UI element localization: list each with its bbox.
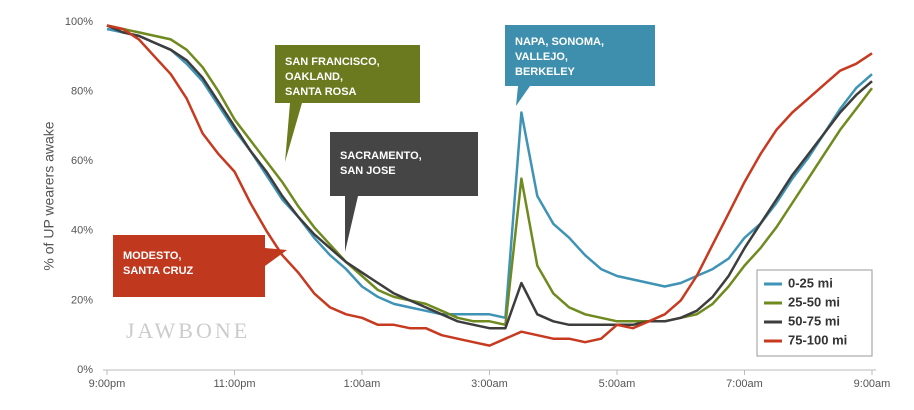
watermark: JAWBONE <box>126 318 250 343</box>
x-tick-label: 11:00pm <box>214 378 256 390</box>
callout-text: SAN JOSE <box>340 165 396 177</box>
annotation: SAN FRANCISCO, OAKLAND, SANTA ROSA <box>275 45 420 162</box>
y-tick-label: 0% <box>77 364 93 376</box>
callout-text: SAN FRANCISCO, <box>285 56 380 68</box>
callout-box <box>505 25 655 106</box>
x-tick-label: 1:00am <box>344 378 381 390</box>
legend-label: 25-50 mi <box>788 294 840 309</box>
series-line <box>106 27 873 320</box>
series-line <box>106 24 873 327</box>
callout-text: VALLEJO, <box>515 51 568 63</box>
y-tick-label: 20% <box>71 294 93 306</box>
callout-text: SACRAMENTO, <box>340 150 422 162</box>
callout-text: OAKLAND, <box>285 71 343 83</box>
callout-box <box>113 235 287 297</box>
y-axis-label: % of UP wearers awake <box>41 121 57 270</box>
callout-box <box>275 45 420 162</box>
x-tick-label: 9:00pm <box>89 378 126 390</box>
x-tick-label: 7:00am <box>726 378 763 390</box>
annotation: NAPA, SONOMA, VALLEJO, BERKELEY <box>505 25 655 106</box>
callout-text: SANTA CRUZ <box>123 265 194 277</box>
y-tick-label: 100% <box>65 16 93 28</box>
legend-label: 0-25 mi <box>788 275 833 290</box>
series-line <box>106 24 873 347</box>
plot: 0% 20% 40% 60% 80% 100% 9:00pm 11:00pm 1:00am 3:0… <box>65 16 890 390</box>
y-tick-label: 80% <box>71 86 93 98</box>
callout-box <box>330 132 478 252</box>
y-tick-label: 40% <box>71 225 93 237</box>
legend: 0-25 mi 25-50 mi 50-75 mi 75-100 mi <box>756 269 873 357</box>
callout-text: SANTA ROSA <box>285 86 357 98</box>
x-tick-label: 5:00am <box>599 378 636 390</box>
callout-text: BERKELEY <box>515 66 576 78</box>
callout-text: NAPA, SONOMA, <box>515 36 604 48</box>
annotation: SACRAMENTO, SAN JOSE <box>330 132 478 252</box>
series-line <box>106 24 873 330</box>
y-tick-label: 60% <box>71 155 93 167</box>
callout-text: MODESTO, <box>123 250 181 262</box>
x-tick-label: 9:00am <box>854 378 891 390</box>
x-tick-label: 3:00am <box>471 378 508 390</box>
legend-label: 50-75 mi <box>788 313 840 328</box>
annotation: MODESTO, SANTA CRUZ <box>113 235 287 297</box>
legend-label: 75-100 mi <box>788 332 847 347</box>
